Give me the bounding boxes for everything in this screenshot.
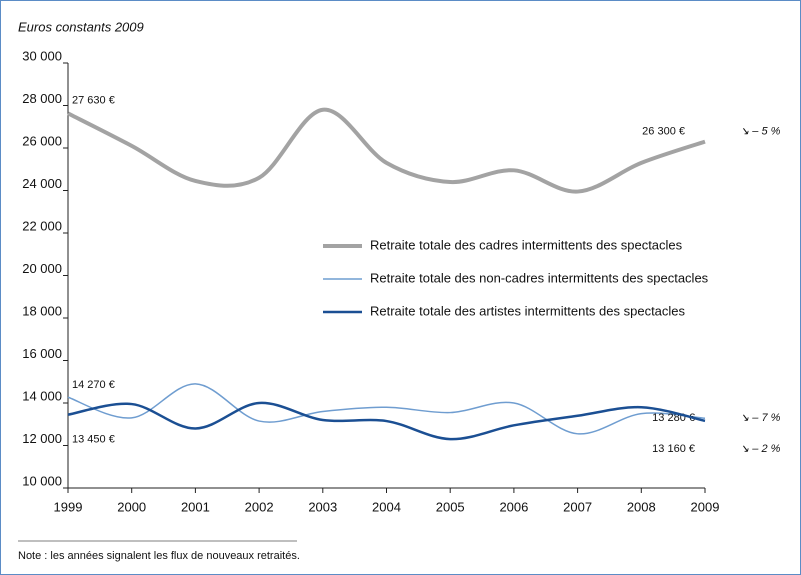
y-tick-label: 28 000: [22, 91, 62, 106]
change-label: ↘ – 7 %: [740, 412, 781, 424]
x-tick-label: 2004: [372, 499, 401, 514]
x-tick-label: 2007: [563, 499, 592, 514]
x-tick-label: 1999: [54, 499, 83, 514]
data-label: 14 270 €: [72, 379, 115, 391]
y-tick-label: 16 000: [22, 346, 62, 361]
data-label: 26 300 €: [642, 126, 685, 138]
chart-subtitle: Euros constants 2009: [18, 19, 144, 34]
data-label: 13 450 €: [72, 434, 115, 446]
y-tick-label: 10 000: [22, 473, 62, 488]
change-label: ↘ – 2 %: [740, 443, 781, 455]
change-label: ↘ – 5 %: [740, 126, 781, 138]
y-tick-label: 12 000: [22, 431, 62, 446]
legend-label: Retraite totale des cadres intermittents…: [370, 237, 683, 252]
y-tick-label: 14 000: [22, 388, 62, 403]
series-line: [67, 401, 706, 441]
y-tick-label: 24 000: [22, 176, 62, 191]
y-tick-label: 18 000: [22, 303, 62, 318]
x-tick-label: 2006: [499, 499, 528, 514]
y-tick-label: 22 000: [22, 218, 62, 233]
x-tick-label: 2001: [181, 499, 210, 514]
x-tick-label: 2005: [436, 499, 465, 514]
y-tick-label: 30 000: [22, 48, 62, 63]
x-tick-label: 2008: [627, 499, 656, 514]
y-tick-label: 26 000: [22, 133, 62, 148]
legend-label: Retraite totale des artistes intermitten…: [370, 303, 686, 318]
legend-label: Retraite totale des non-cadres intermitt…: [370, 270, 709, 285]
x-tick-label: 2000: [117, 499, 146, 514]
series-line: [67, 383, 706, 435]
y-tick-label: 20 000: [22, 261, 62, 276]
series-line: [67, 107, 706, 194]
x-tick-label: 2009: [691, 499, 720, 514]
data-label: 13 160 €: [652, 443, 695, 455]
data-label: 27 630 €: [72, 94, 115, 106]
x-tick-label: 2003: [308, 499, 337, 514]
x-tick-label: 2002: [245, 499, 274, 514]
note: Note : les années signalent les flux de …: [18, 550, 300, 562]
